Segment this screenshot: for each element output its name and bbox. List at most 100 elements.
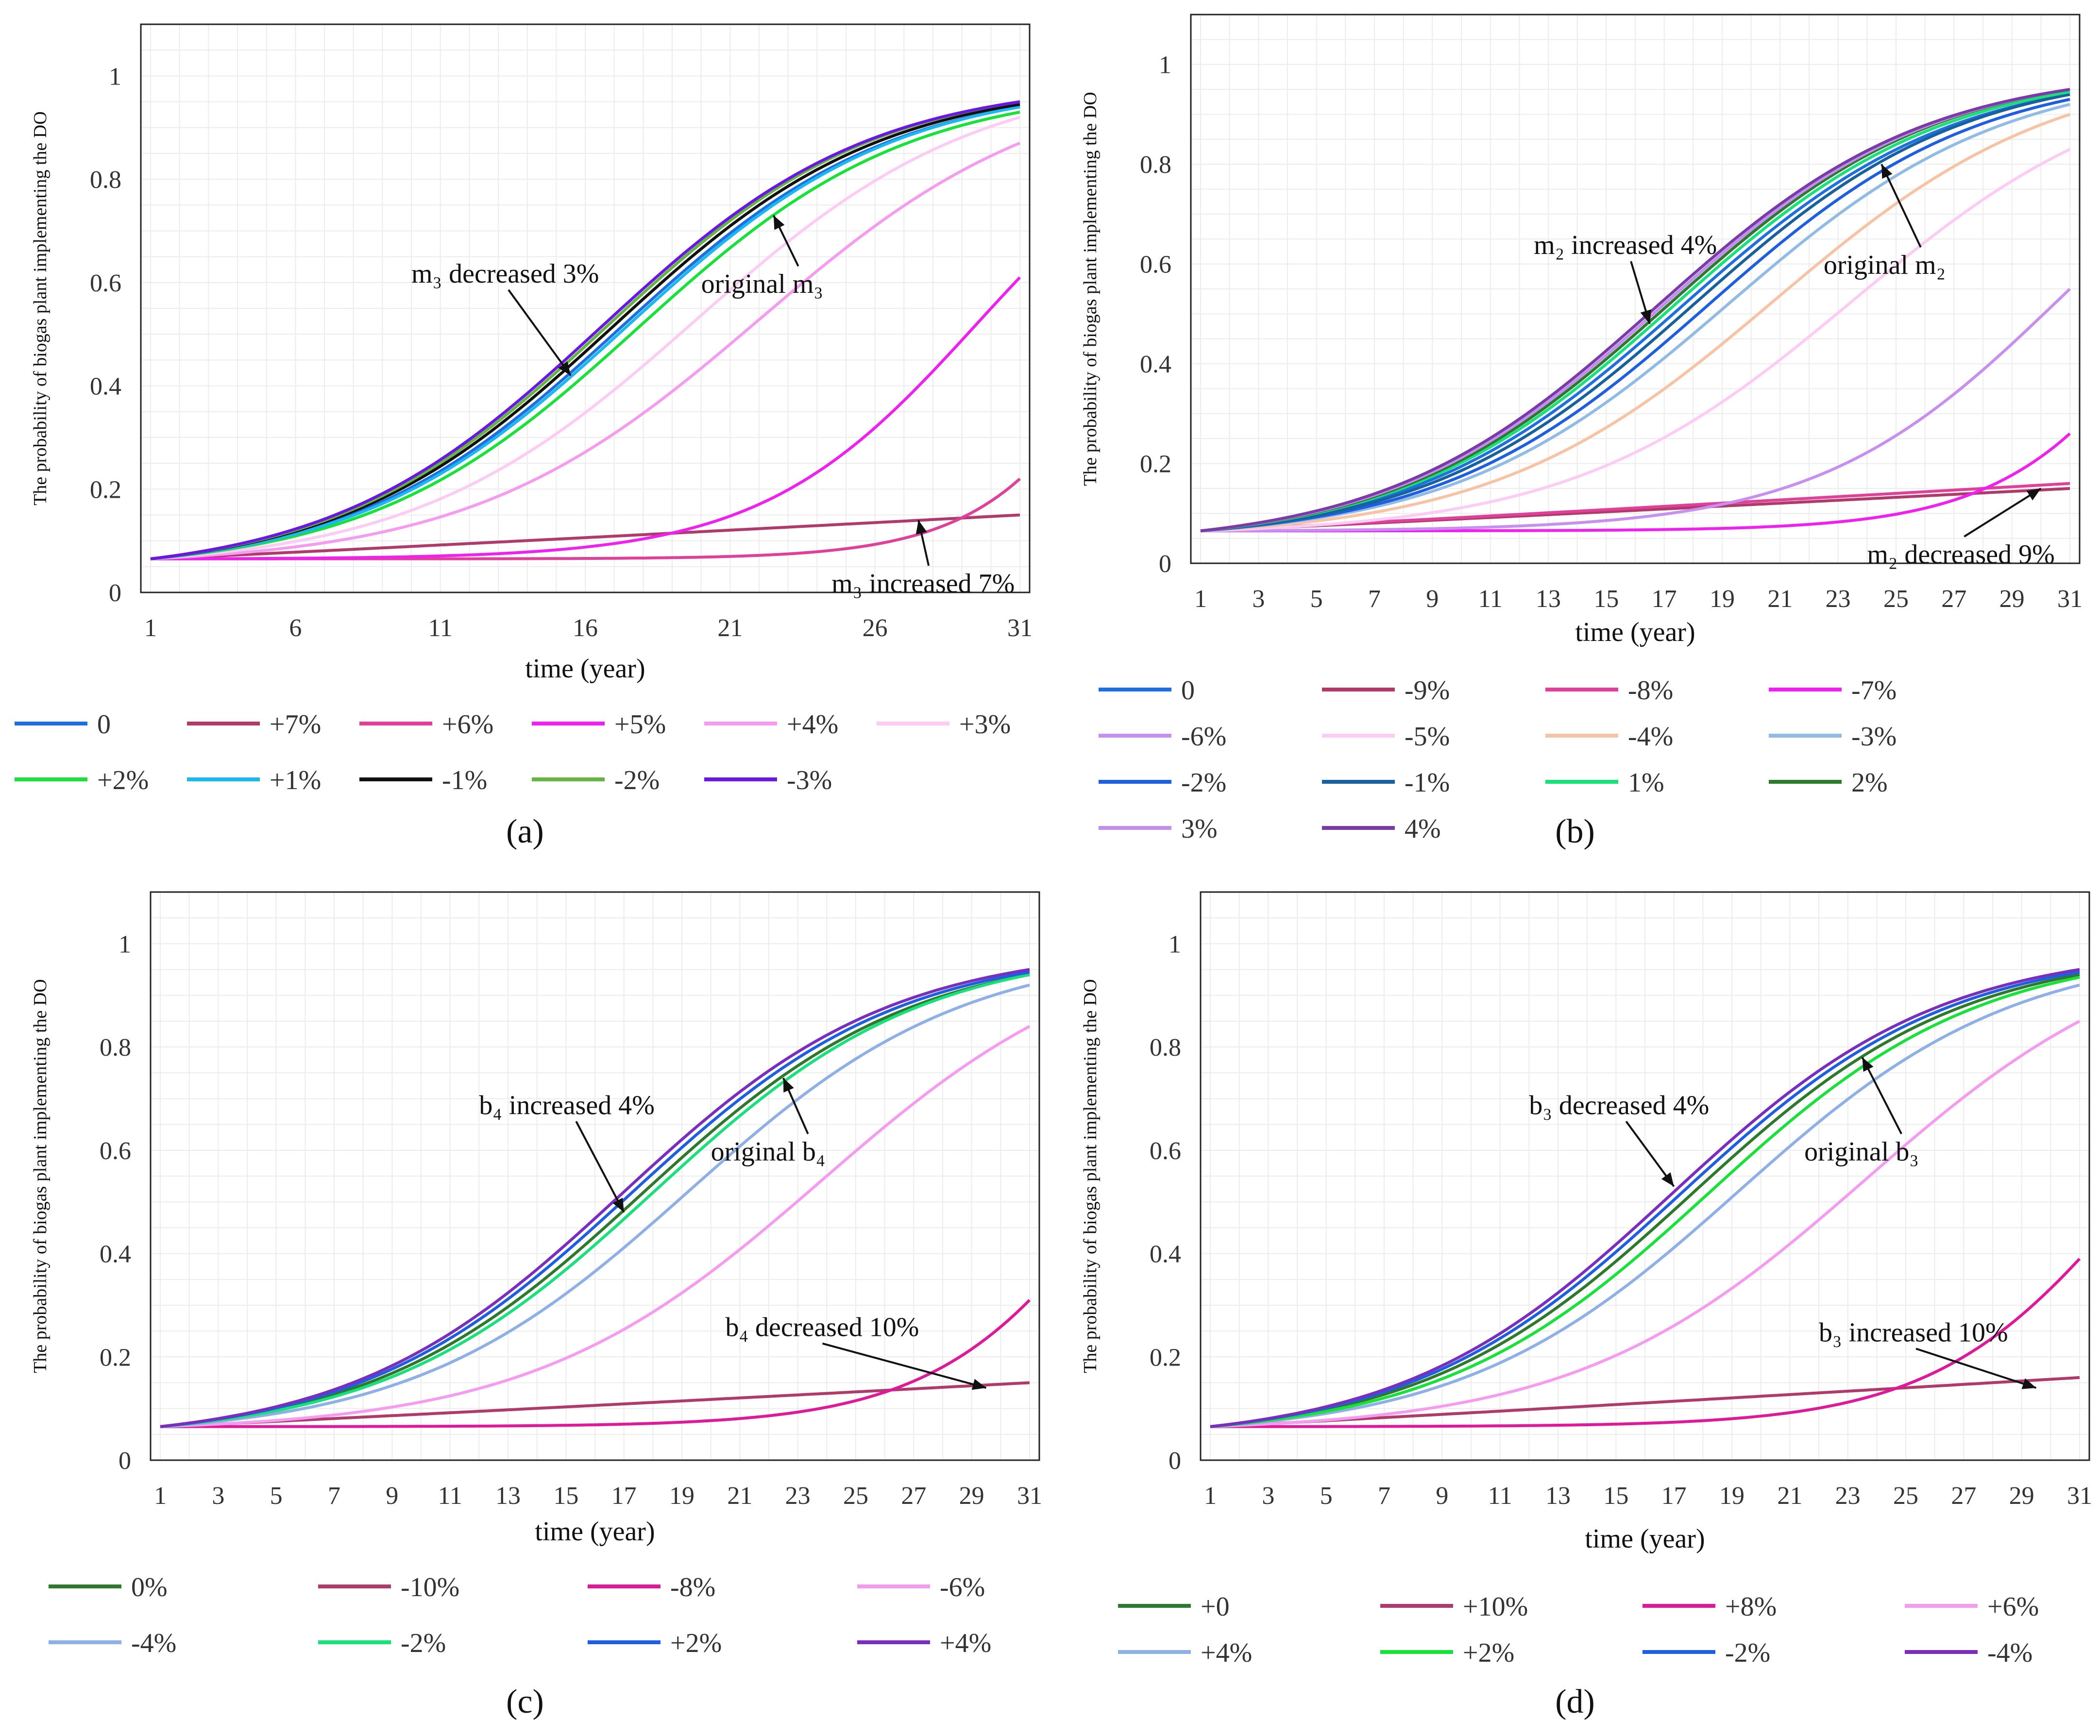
annotation-label: m₃ decreased 3% — [411, 259, 599, 289]
legend-label: -6% — [940, 1572, 985, 1602]
series-line--8% — [160, 1299, 1031, 1428]
series-lines — [1210, 968, 2081, 1428]
x-tick-label: 13 — [495, 1482, 521, 1510]
legend-label: -3% — [787, 765, 832, 795]
y-tick-label: 0 — [1169, 1447, 1181, 1475]
series-line--3% — [1200, 102, 2070, 533]
grid — [1201, 892, 2089, 1461]
series-lines — [150, 100, 1021, 560]
legend-label: +10% — [1463, 1592, 1528, 1622]
annotation-arrow — [1915, 1348, 2037, 1389]
y-tick-label: 0.2 — [90, 476, 121, 504]
annotation-label: m₂ increased 4% — [1534, 230, 1717, 260]
series-line--6% — [160, 1025, 1031, 1428]
legend-label: -2% — [1725, 1638, 1770, 1668]
legend-label: +7% — [270, 709, 321, 740]
series-line-+2% — [160, 970, 1030, 1428]
series-line-+8% — [1210, 1258, 2081, 1428]
x-tick-label: 23 — [1826, 585, 1851, 613]
grid — [1191, 14, 2080, 564]
y-tick-label: 1 — [119, 930, 131, 958]
legend-label: -4% — [1987, 1638, 2032, 1668]
x-tick-label: 9 — [1426, 585, 1439, 613]
y-tick-label: 0 — [119, 1447, 131, 1475]
x-tick-label: 21 — [727, 1482, 752, 1510]
legend-label: -2% — [614, 765, 660, 795]
series-line-+2% — [1210, 976, 2080, 1428]
x-tick-label: 3 — [1252, 585, 1265, 613]
series-line--6% — [1201, 287, 2071, 533]
x-tick-label: 25 — [1883, 585, 1909, 613]
annotation-label: original m₂ — [1824, 250, 1946, 280]
series-line--2% — [160, 973, 1030, 1428]
x-tick-label: 19 — [1710, 585, 1735, 613]
annotation-label: b₄ increased 4% — [479, 1090, 655, 1120]
x-tick-label: 17 — [1661, 1482, 1687, 1510]
legend-label: -3% — [1851, 722, 1897, 752]
x-tick-label: 17 — [611, 1482, 637, 1510]
legend-label: -5% — [1405, 722, 1450, 752]
series-line--10% — [160, 1381, 1030, 1428]
annotation-arrowhead — [773, 215, 785, 230]
legend-label: +5% — [614, 709, 666, 740]
panel-d: 0 0.2 0.4 0.6 0.8 1 1 3 5 7 9 11 13 15 17 19 21 23 25 27 29 3… — [1050, 868, 2100, 1736]
legend-label: -8% — [1628, 675, 1673, 706]
y-axis-title: The probability of biogas plant implemen… — [1080, 979, 1101, 1373]
x-tick-label: 19 — [1719, 1482, 1744, 1510]
legend-label: -6% — [1181, 722, 1226, 752]
annotation-arrowhead — [1640, 309, 1652, 324]
x-tick-label: 23 — [1835, 1482, 1861, 1510]
annotation-arrowhead — [1862, 1057, 1874, 1072]
x-tick-label: 27 — [1951, 1482, 1976, 1510]
x-tick-label: 21 — [717, 614, 743, 642]
series-line-+4% — [150, 141, 1021, 560]
x-tick-label: 11 — [1478, 585, 1503, 613]
x-axis-title: time (year) — [525, 654, 645, 684]
annotation-arrow — [575, 1121, 625, 1213]
y-tick-label: 0.4 — [90, 373, 121, 401]
series-line-+2% — [150, 110, 1020, 560]
series-line-+3% — [150, 116, 1020, 560]
plot-frame — [150, 891, 1040, 1461]
y-tick-label: 1 — [1169, 930, 1181, 958]
legend-label: -4% — [131, 1628, 176, 1658]
y-tick-label: 0.4 — [1150, 1241, 1181, 1268]
x-tick-label: 3 — [1262, 1482, 1274, 1510]
x-tick-label: 5 — [1310, 585, 1323, 613]
series-lines — [1200, 88, 2071, 533]
x-tick-label: 31 — [2067, 1482, 2092, 1510]
legend-label: +4% — [787, 709, 838, 740]
series-lines — [160, 968, 1031, 1428]
annotation-label: b₃ decreased 4% — [1529, 1090, 1709, 1120]
legend-label: 4% — [1405, 814, 1441, 844]
x-tick-label: 15 — [1593, 585, 1619, 613]
annotation-arrowhead — [915, 520, 927, 535]
x-tick-label: 29 — [1999, 585, 2025, 613]
chart-d: 00.20.40.60.811 3 5 7 9 11 13 15 17 19 21 23 25 27 29 3… — [1080, 891, 2092, 1720]
y-axis-title: The probability of biogas plant implemen… — [1080, 92, 1101, 486]
annotation-arrow — [1880, 164, 1922, 248]
x-tick-label: 11 — [1488, 1482, 1512, 1510]
x-tick-label: 13 — [1536, 585, 1561, 613]
annotation-label: m₃ increased 7% — [831, 569, 1015, 599]
series-line--4% — [1200, 113, 2070, 533]
x-tick-label: 23 — [785, 1482, 811, 1510]
y-axis-title: The probability of biogas plant implemen… — [30, 979, 51, 1373]
x-tick-label: 1 — [144, 614, 157, 642]
series-line-+10% — [1210, 1376, 2080, 1428]
series-line-+4% — [1210, 983, 2080, 1428]
legend-label: -1% — [1405, 768, 1450, 798]
y-tick-label: 0.4 — [100, 1241, 131, 1268]
x-tick-label: 26 — [863, 614, 888, 642]
grid — [151, 892, 1039, 1461]
y-tick-label: 0.6 — [1140, 251, 1171, 279]
legend-label: 0 — [97, 709, 111, 740]
panel-a: 0 0.2 0.4 0.6 0.8 1 1 6 11 16 21 26 31 time (year) The… — [0, 0, 1050, 868]
x-axis-title: time (year) — [535, 1517, 655, 1547]
legend: 0 +7% +6% +5% +4% +3% +2% +1% -1% -2% -3% — [15, 709, 1011, 795]
annotation-arrowhead — [558, 361, 571, 376]
y-tick-label: 1 — [109, 63, 121, 90]
y-tick-label: 0.2 — [1150, 1344, 1181, 1371]
x-tick-label: 6 — [289, 614, 302, 642]
